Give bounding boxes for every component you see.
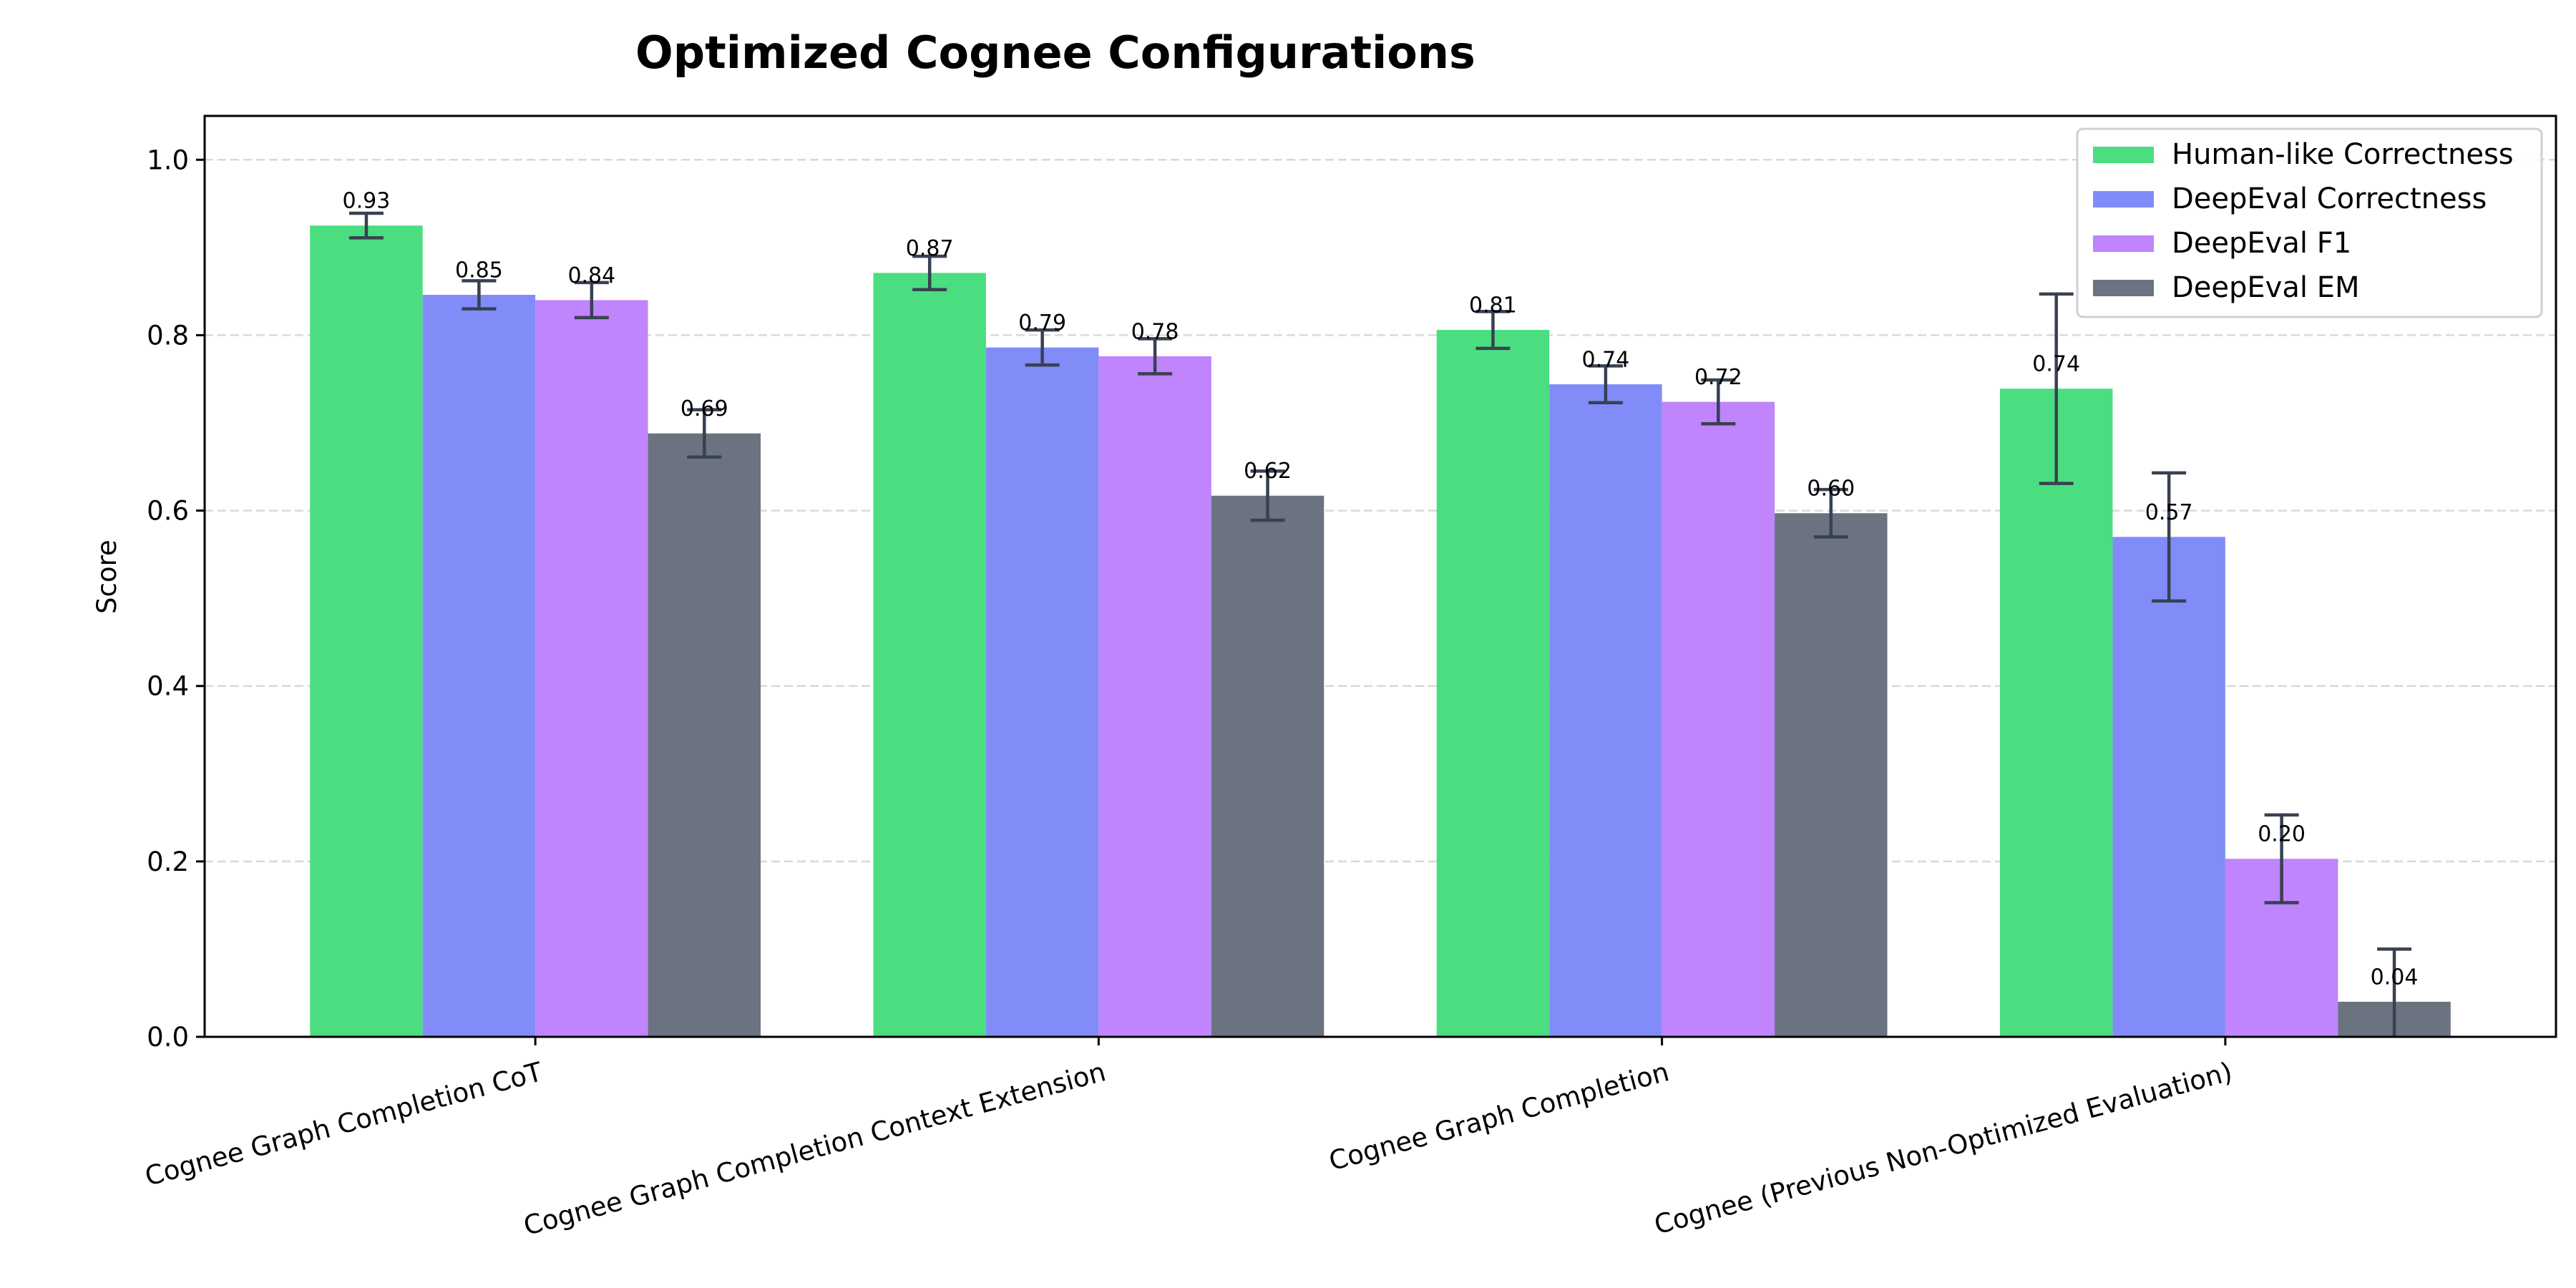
- bar: [535, 300, 648, 1037]
- legend: Human-like Correctness DeepEval Correctne…: [2076, 127, 2543, 318]
- bar: [1549, 384, 1662, 1037]
- data-label: 0.81: [1469, 293, 1517, 318]
- bar: [1436, 330, 1550, 1037]
- data-label: 0.79: [1018, 311, 1066, 336]
- legend-label: DeepEval Correctness: [2172, 182, 2487, 215]
- legend-box: [2076, 127, 2543, 318]
- bar: [310, 225, 423, 1037]
- data-label: 0.04: [2371, 965, 2419, 990]
- bar: [1211, 495, 1324, 1037]
- x-tick-label: Cognee Graph Completion CoT: [142, 1056, 546, 1192]
- bar: [648, 433, 761, 1037]
- legend-swatch: [2093, 280, 2154, 296]
- bar: [1775, 513, 1888, 1037]
- data-label: 0.60: [1807, 477, 1855, 502]
- bar: [1098, 356, 1211, 1037]
- bar: [985, 347, 1099, 1037]
- y-tick-label: 0.8: [147, 320, 189, 351]
- x-tick-label: Cognee Graph Completion: [1326, 1056, 1672, 1176]
- legend-label: Human-like Correctness: [2172, 138, 2514, 171]
- data-label: 0.72: [1694, 365, 1742, 390]
- y-axis-label: Score: [92, 540, 122, 614]
- x-tick-label: Cognee Graph Completion Context Extensio…: [520, 1056, 1108, 1241]
- data-label: 0.78: [1131, 319, 1179, 344]
- data-label: 0.57: [2145, 500, 2193, 525]
- data-label: 0.84: [567, 263, 615, 288]
- legend-label: DeepEval EM: [2172, 271, 2359, 304]
- y-tick-label: 1.0: [147, 145, 189, 175]
- legend-swatch: [2093, 235, 2154, 252]
- plot-frame: [203, 114, 2557, 1038]
- chart-title: Optimized Cognee Configurations: [635, 26, 1475, 79]
- legend-label: DeepEval F1: [2172, 227, 2351, 260]
- y-tick-label: 0.2: [147, 847, 189, 877]
- data-label: 0.20: [2258, 822, 2306, 847]
- legend-swatch: [2093, 147, 2154, 163]
- data-label: 0.69: [680, 396, 728, 421]
- bar: [873, 273, 986, 1038]
- x-tick-label: Cognee (Previous Non-Optimized Evaluatio…: [1651, 1056, 2235, 1240]
- data-label: 0.74: [1582, 348, 1630, 373]
- data-label: 0.93: [343, 189, 391, 214]
- data-label: 0.87: [906, 236, 954, 261]
- data-label: 0.85: [455, 258, 503, 283]
- bar: [2112, 537, 2225, 1037]
- data-label: 0.62: [1244, 459, 1292, 484]
- bar: [1662, 401, 1775, 1037]
- bar: [1999, 389, 2113, 1037]
- data-label: 0.74: [2032, 352, 2080, 377]
- y-tick-label: 0.0: [147, 1022, 189, 1053]
- y-tick-label: 0.4: [147, 671, 189, 702]
- y-tick-label: 0.6: [147, 496, 189, 527]
- legend-swatch: [2093, 191, 2154, 208]
- bar: [422, 295, 536, 1038]
